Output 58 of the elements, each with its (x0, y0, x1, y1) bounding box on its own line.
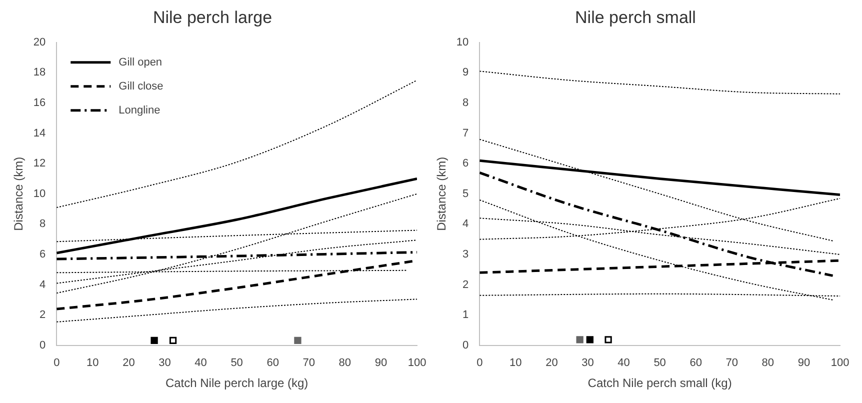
x-tick-label: 80 (338, 357, 352, 370)
y-tick-label: 18 (33, 66, 46, 79)
y-tick-label: 0 (40, 339, 46, 352)
y-tick-label: 6 (40, 248, 46, 261)
y-tick-label: 10 (456, 36, 469, 48)
y-axis-title: Distance (km) (12, 156, 26, 231)
y-tick-label: 3 (462, 248, 469, 261)
x-axis-title: Catch Nile perch large (kg) (165, 376, 308, 390)
x-tick-label: 50 (230, 357, 243, 370)
x-tick-label: 40 (194, 357, 207, 370)
chart-title: Nile perch large (152, 8, 272, 27)
x-tick-label: 90 (374, 357, 388, 370)
x-axis-title: Catch Nile perch small (kg) (588, 376, 732, 390)
x-tick-label: 50 (654, 357, 666, 370)
y-tick-label: 4 (40, 278, 46, 291)
x-tick-label: 60 (690, 357, 702, 370)
line-series (480, 70, 840, 94)
x-tick-label: 100 (408, 357, 426, 370)
x-tick-label: 10 (510, 357, 522, 370)
x-tick-label: 20 (122, 357, 135, 370)
y-tick-label: 2 (40, 309, 46, 322)
x-tick-label: 30 (582, 357, 594, 370)
x-tick-label: 70 (726, 357, 738, 370)
x-tick-label: 70 (302, 357, 316, 370)
line-series (56, 298, 417, 322)
y-tick-label: 10 (33, 188, 46, 200)
y-tick-label: 8 (40, 218, 46, 230)
x-tick-label: 60 (266, 357, 279, 370)
x-tick-label: 100 (830, 357, 850, 370)
y-axis-title: Distance (km) (434, 156, 449, 231)
y-tick-label: 9 (462, 66, 469, 79)
y-tick-label: 8 (462, 97, 469, 110)
x-tick-label: 20 (546, 357, 558, 370)
y-tick-label: 12 (33, 158, 46, 170)
line-series (56, 80, 417, 208)
x-tick-label: 40 (618, 357, 630, 370)
line-series (56, 193, 417, 294)
y-tick-label: 6 (462, 158, 469, 170)
y-tick-label: 7 (462, 127, 469, 140)
y-tick-label: 14 (33, 127, 46, 140)
x-tick-label: 0 (54, 357, 60, 370)
line-series (56, 178, 417, 254)
y-tick-label: 5 (462, 188, 469, 200)
y-tick-label: 2 (462, 278, 469, 291)
chart-title: Nile perch small (575, 8, 696, 27)
legend-label: Gill open (118, 56, 162, 68)
y-tick-label: 1 (462, 309, 469, 322)
x-tick-label: 30 (158, 357, 171, 370)
legend-label: Gill close (118, 80, 164, 92)
x-tick-label: 80 (762, 357, 774, 370)
x-tick-label: 10 (86, 357, 99, 370)
y-tick-label: 20 (33, 36, 46, 48)
x-tick-label: 90 (798, 357, 810, 370)
y-tick-label: 4 (462, 218, 469, 230)
y-tick-label: 0 (462, 339, 469, 352)
y-tick-label: 16 (33, 97, 46, 110)
x-tick-label: 0 (476, 357, 483, 370)
legend-label: Longline (118, 104, 160, 116)
